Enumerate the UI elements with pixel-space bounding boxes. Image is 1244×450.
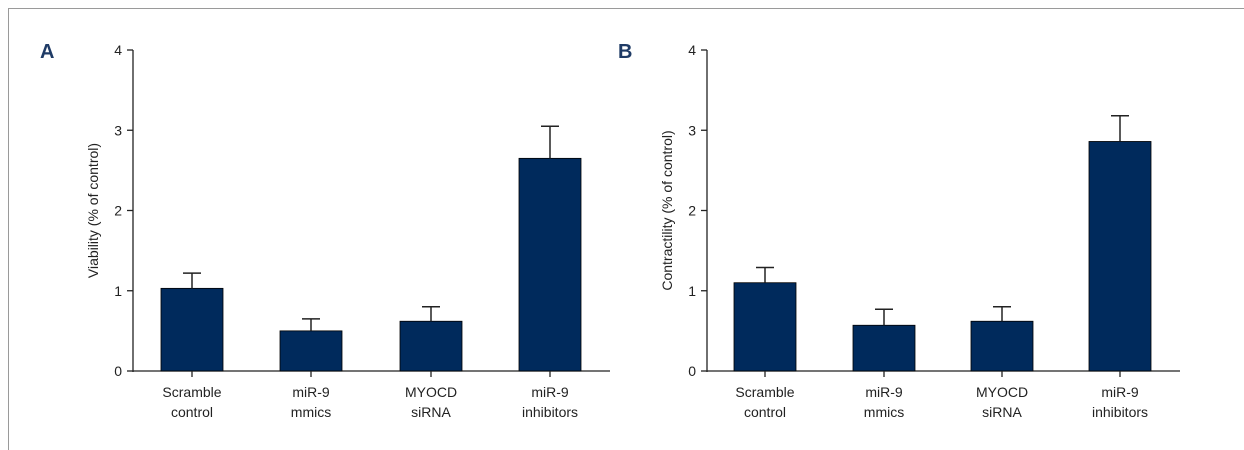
panel-a-y-tick-label: 4 bbox=[114, 42, 122, 58]
panel-a-bar bbox=[518, 157, 582, 372]
panel-b-y-tick-label: 1 bbox=[688, 283, 696, 299]
panel-b-category-label: MYOCD bbox=[976, 384, 1028, 400]
panel-a-y-axis-label: Viability (% of control) bbox=[85, 143, 101, 278]
panel-a-category-label: mmics bbox=[291, 404, 331, 420]
panel-a-bar bbox=[399, 320, 463, 372]
panel-a-bar bbox=[279, 330, 343, 372]
panel-b-category-label: miR-9 bbox=[865, 384, 903, 400]
panel-a-category-label: inhibitors bbox=[522, 404, 578, 420]
panel-b-y-tick-label: 4 bbox=[688, 42, 696, 58]
panel-a-y-tick-label: 1 bbox=[114, 283, 122, 299]
panel-a-category-label: siRNA bbox=[411, 404, 451, 420]
figure-frame bbox=[8, 8, 1244, 450]
panel-b-category-label: siRNA bbox=[982, 404, 1022, 420]
panel-a-bar bbox=[160, 287, 224, 372]
panel-b-y-tick-label: 3 bbox=[688, 122, 696, 138]
panel-a-y-tick-label: 0 bbox=[114, 363, 122, 379]
panel-a-y-tick-label: 2 bbox=[114, 203, 122, 219]
panel-b-category-label: Scramble bbox=[735, 384, 794, 400]
panel-a-category-label: miR-9 bbox=[292, 384, 330, 400]
panel-b-category-label: mmics bbox=[864, 404, 904, 420]
panel-a-category-label: MYOCD bbox=[405, 384, 457, 400]
panel-b-category-label: miR-9 bbox=[1101, 384, 1139, 400]
panel-b-bar bbox=[733, 282, 797, 372]
panel-a-letter: A bbox=[40, 41, 54, 63]
panel-b-bar bbox=[852, 324, 916, 372]
panel-b-y-tick-label: 2 bbox=[688, 203, 696, 219]
panel-b-category-label: inhibitors bbox=[1092, 404, 1148, 420]
panel-a-category-label: miR-9 bbox=[531, 384, 569, 400]
panel-a-category-label: Scramble bbox=[162, 384, 221, 400]
panel-b-bar bbox=[970, 320, 1034, 372]
panel-b-y-tick-label: 0 bbox=[688, 363, 696, 379]
panel-b-letter: B bbox=[618, 41, 632, 63]
panel-b-bar bbox=[1088, 141, 1152, 372]
panel-b-chart: B 0 1 2 3 4 Contractility (% of control) Scramb… bbox=[618, 41, 1180, 420]
panel-b-y-axis-label: Contractility (% of control) bbox=[659, 130, 675, 290]
panel-a-y-tick-label: 3 bbox=[114, 122, 122, 138]
panel-b-category-label: control bbox=[744, 404, 786, 420]
panel-a-chart: A 0 1 2 3 4 Viability (% of control) Scramble co… bbox=[40, 41, 610, 420]
panel-a-category-label: control bbox=[171, 404, 213, 420]
